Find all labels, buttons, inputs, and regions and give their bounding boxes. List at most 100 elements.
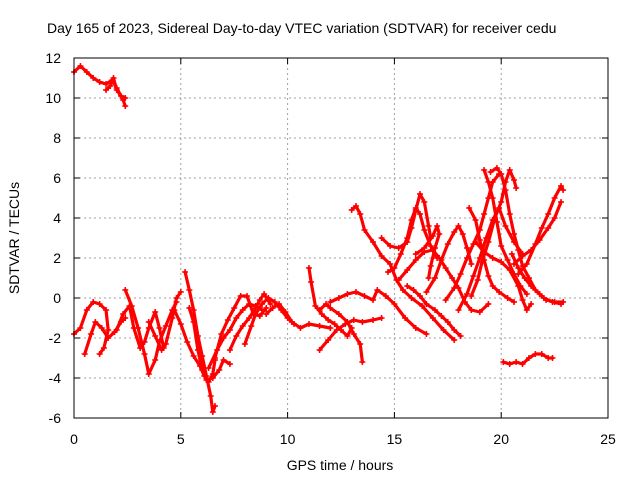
data-point (384, 269, 391, 275)
data-point (226, 327, 233, 333)
data-point (158, 347, 165, 353)
data-point (485, 301, 492, 307)
data-point (515, 271, 522, 277)
y-tick-label: 2 (53, 250, 61, 266)
data-point (152, 357, 159, 363)
data-point (498, 171, 505, 177)
data-point (429, 315, 436, 321)
x-tick-label: 25 (600, 431, 616, 447)
data-point (88, 331, 95, 337)
data-point (408, 217, 415, 223)
data-point (436, 231, 443, 237)
data-point (308, 279, 315, 285)
data-point (468, 307, 475, 313)
data-point (246, 315, 253, 321)
data-point (312, 303, 319, 309)
data-point (327, 305, 334, 311)
data-point (481, 167, 488, 173)
data-point (404, 283, 411, 289)
data-point (551, 299, 558, 305)
data-point (267, 301, 274, 307)
data-point (474, 277, 481, 283)
data-point (444, 241, 451, 247)
y-tick-label: 8 (53, 130, 61, 146)
data-point (519, 361, 526, 367)
data-point (261, 291, 268, 297)
data-point (359, 359, 366, 365)
data-point (90, 299, 97, 305)
data-point (352, 203, 359, 209)
data-point (442, 297, 449, 303)
data-point (359, 319, 366, 325)
series-arc-24 (404, 283, 464, 339)
data-point (545, 211, 552, 217)
data-point (370, 297, 377, 303)
data-point (519, 253, 526, 259)
series-arc-02 (103, 75, 129, 101)
data-point (239, 307, 246, 313)
data-point (128, 303, 135, 309)
y-tick-label: 4 (53, 210, 61, 226)
data-point (100, 345, 107, 351)
data-point (487, 169, 494, 175)
data-point (425, 223, 432, 229)
x-tick-label: 10 (280, 431, 296, 447)
data-point (162, 341, 169, 347)
data-point (558, 199, 565, 205)
data-point (248, 323, 255, 329)
data-point (470, 273, 477, 279)
data-point (226, 347, 233, 353)
data-point (103, 307, 110, 313)
data-point (395, 277, 402, 283)
data-point (515, 265, 522, 271)
data-point (186, 287, 193, 293)
data-point (258, 301, 265, 307)
data-point (103, 87, 110, 93)
data-point (105, 327, 112, 333)
data-point (276, 301, 283, 307)
data-point (391, 265, 398, 271)
data-point (216, 367, 223, 373)
data-point (387, 243, 394, 249)
data-point (489, 255, 496, 261)
data-point (423, 331, 430, 337)
data-point (523, 307, 530, 313)
data-point (327, 299, 334, 305)
data-point (211, 403, 218, 409)
data-point (237, 293, 244, 299)
data-point (361, 227, 368, 233)
data-point (485, 239, 492, 245)
data-point (504, 257, 511, 263)
data-point (532, 241, 539, 247)
data-point (498, 243, 505, 249)
data-point (431, 245, 438, 251)
series-arc-13 (226, 291, 274, 353)
data-point (81, 351, 88, 357)
data-point (504, 295, 511, 301)
data-point (506, 361, 513, 367)
data-point (327, 325, 334, 331)
data-point (506, 167, 513, 173)
data-point (493, 165, 500, 171)
y-tick-label: -4 (49, 370, 62, 386)
data-point (220, 357, 227, 363)
data-point (419, 303, 426, 309)
data-point (449, 275, 456, 281)
series-arc-29 (466, 205, 518, 305)
data-point (438, 257, 445, 263)
data-point (481, 249, 488, 255)
data-point (122, 95, 129, 101)
y-tick-label: 0 (53, 290, 61, 306)
data-point (177, 289, 184, 295)
data-point (431, 275, 438, 281)
data-point (466, 205, 473, 211)
data-point (395, 245, 402, 251)
data-point (421, 227, 428, 233)
data-point (404, 235, 411, 241)
data-point (427, 263, 434, 269)
data-point (344, 291, 351, 297)
series-layer (71, 63, 567, 415)
data-point (335, 311, 342, 317)
data-point (96, 351, 103, 357)
data-point (288, 319, 295, 325)
